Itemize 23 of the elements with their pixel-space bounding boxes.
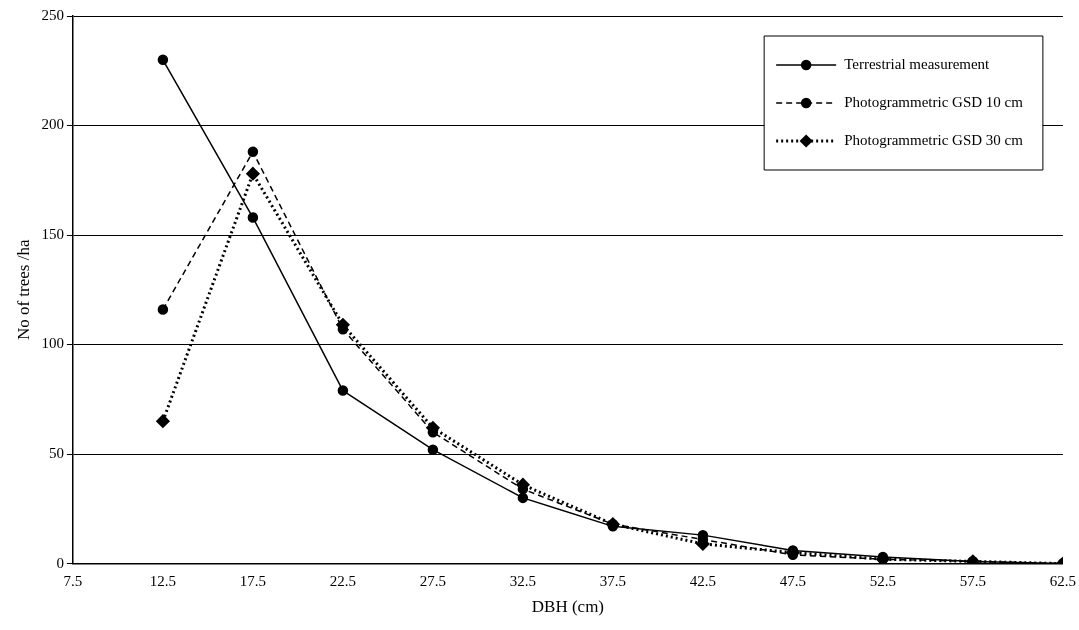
x-tick-label: 57.5 (959, 572, 986, 589)
legend-label: Photogrammetric GSD 30 cm (844, 131, 1024, 148)
y-tick-label: 0 (56, 554, 64, 571)
x-tick-label: 42.5 (689, 572, 717, 589)
x-tick-label: 27.5 (419, 572, 447, 589)
y-axis-title: No of trees /ha (13, 239, 33, 341)
legend-label: Photogrammetric GSD 10 cm (844, 93, 1024, 110)
x-tick-label: 47.5 (779, 572, 807, 589)
x-tick-label: 37.5 (599, 572, 627, 589)
x-tick-label: 7.5 (63, 572, 83, 589)
x-tick-label: 52.5 (869, 572, 896, 589)
x-tick-label: 12.5 (149, 572, 177, 589)
y-tick-label: 200 (41, 116, 64, 133)
x-tick-label: 17.5 (239, 572, 267, 589)
x-axis-title: DBH (cm) (531, 597, 604, 617)
y-tick-label: 250 (41, 6, 64, 23)
x-tick-label: 62.5 (1049, 572, 1076, 589)
y-tick-label: 150 (41, 225, 64, 242)
y-tick-label: 100 (41, 335, 64, 352)
x-tick-label: 22.5 (329, 572, 357, 589)
x-tick-label: 32.5 (509, 572, 537, 589)
y-tick-label: 50 (48, 445, 64, 462)
legend-label: Terrestrial measurement (844, 55, 991, 72)
